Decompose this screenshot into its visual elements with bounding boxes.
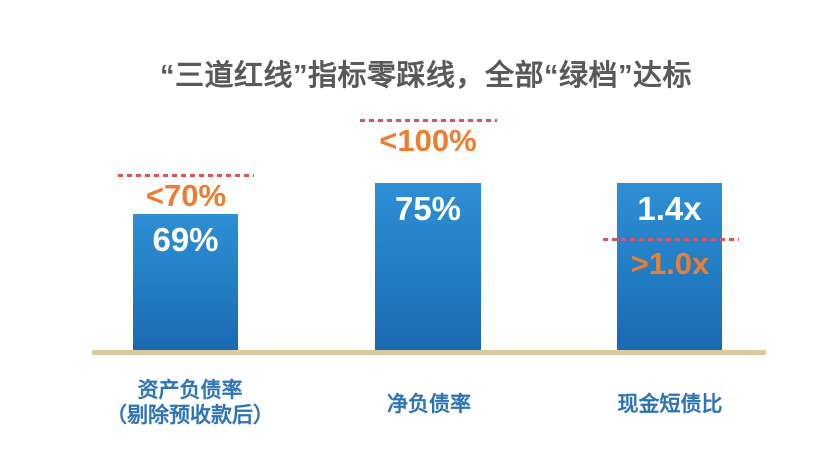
- threshold-line-net-debt: [360, 119, 497, 122]
- bar-asset-liability-ratio: 69%: [133, 214, 238, 352]
- bar-net-debt-ratio: 75%: [375, 183, 481, 352]
- bar-value-label: 69%: [152, 221, 219, 258]
- threshold-label-net-debt: <100%: [379, 123, 477, 158]
- bar-cash-short-debt-ratio: 1.4x: [617, 183, 722, 352]
- threshold-line-asset-liability: [118, 174, 254, 177]
- category-label-line1: 资产负债率: [137, 379, 243, 402]
- threshold-label-cash-short-debt: >1.0x: [630, 246, 710, 281]
- bar-value-label: 1.4x: [637, 190, 702, 227]
- category-label-line2: （剔除预收款后）: [106, 404, 274, 427]
- category-label-cash-short-debt: 现金短债比: [617, 393, 723, 416]
- x-axis-baseline: [92, 350, 766, 355]
- category-label-asset-liability: 资产负债率 （剔除预收款后）: [80, 378, 300, 428]
- threshold-line-cash-short-debt: [603, 238, 739, 241]
- chart-title: “三道红线”指标零踩线，全部“绿档”达标: [159, 60, 692, 92]
- bar-value-label: 75%: [394, 190, 462, 227]
- category-label-net-debt: 净负债率: [387, 393, 471, 416]
- threshold-label-asset-liability: <70%: [145, 178, 227, 213]
